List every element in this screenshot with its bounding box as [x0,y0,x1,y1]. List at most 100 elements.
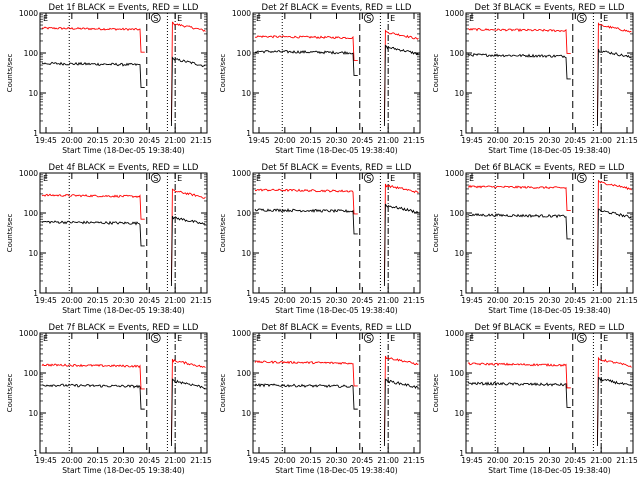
lld-series-line [170,188,206,281]
lld-series-line [41,363,145,390]
marker-label-E: E [603,334,608,343]
y-tick-label: 100 [450,209,465,218]
x-tick-label: 19:45 [248,296,270,305]
x-tick-label: 20:15 [300,456,322,465]
x-tick-label: 20:45 [565,456,587,465]
marker-label-E: E [469,174,474,183]
x-tick-label: 20:30 [326,296,348,305]
lld-series-line [467,184,571,212]
lld-series-line [254,35,358,61]
x-tick-label: 20:15 [87,296,109,305]
x-tick-label: 20:45 [139,136,161,145]
plot-frame [39,332,208,454]
chart-panel-1: Det 1f BLACK = Events, RED = LLD 1 10 100 10… [6,3,212,155]
y-tick-label: 1000 [19,329,38,338]
y-tick-label: 1 [246,289,251,298]
x-tick-label: 21:15 [190,296,212,305]
marker-label-E: E [469,14,474,23]
lld-series-line [41,193,145,220]
y-tick-label: 100 [24,209,39,218]
events-series-line [254,208,358,235]
x-tick-label: 20:45 [139,456,161,465]
panel-title: Det 6f BLACK = Events, RED = LLD [475,163,625,173]
x-tick-label: 19:45 [461,296,483,305]
x-tick-label: 21:00 [377,136,399,145]
y-tick-label: 1000 [445,9,464,18]
marker-label-E: E [603,14,608,23]
x-tick-label: 19:45 [35,296,57,305]
x-tick-label: 20:00 [61,456,83,465]
x-tick-label: 21:00 [590,296,612,305]
y-tick-label: 100 [450,369,465,378]
marker-circle [150,173,161,183]
y-tick-label: 10 [241,89,251,98]
marker-label-S: S [366,174,371,183]
y-tick-label: 100 [24,369,39,378]
lld-series-line [254,360,358,387]
events-series-line [254,49,358,76]
events-series-line [254,382,358,410]
x-tick-label: 19:45 [461,456,483,465]
x-tick-label: 20:45 [565,296,587,305]
y-axis-label: Counts/sec [432,54,440,93]
lld-series-line [41,26,145,53]
x-tick-label: 20:30 [326,456,348,465]
x-tick-label: 20:00 [274,456,296,465]
x-axis-label: Start Time (18-Dec-05 19:38:40) [275,306,397,315]
x-tick-label: 20:45 [352,296,374,305]
x-tick-label: 20:00 [274,136,296,145]
lld-series-line [467,27,571,54]
x-tick-label: 20:15 [513,456,535,465]
lld-series-line [254,188,358,215]
marker-circle [576,333,587,343]
events-series-line [467,381,571,408]
x-tick-label: 20:15 [87,456,109,465]
marker-label-E: E [603,174,608,183]
marker-circle [150,333,161,343]
events-series-line [170,215,206,286]
x-axis-label: Start Time (18-Dec-05 19:38:40) [275,146,397,155]
events-series-line [383,203,419,286]
plot-frame [39,172,208,294]
events-series-line [170,56,206,126]
x-tick-label: 21:00 [377,296,399,305]
x-tick-label: 20:45 [139,296,161,305]
events-series-line [41,61,145,88]
x-axis-label: Start Time (18-Dec-05 19:38:40) [488,306,610,315]
x-axis-label: Start Time (18-Dec-05 19:38:40) [488,466,610,475]
events-series-line [383,378,419,446]
events-series-line [41,383,145,410]
panel-title: Det 3f BLACK = Events, RED = LLD [475,3,625,13]
chart-panel-5: Det 5f BLACK = Events, RED = LLD 1 10 100 10… [219,163,425,315]
y-tick-label: 1 [246,129,251,138]
x-tick-label: 21:15 [403,456,425,465]
x-tick-label: 20:30 [326,136,348,145]
marker-label-S: S [579,14,584,23]
panel-title: Det 5f BLACK = Events, RED = LLD [262,163,412,173]
events-series-line [383,44,419,126]
x-tick-label: 19:45 [461,136,483,145]
y-tick-label: 1000 [19,169,38,178]
x-axis-label: Start Time (18-Dec-05 19:38:40) [275,466,397,475]
x-tick-label: 20:00 [487,456,509,465]
x-tick-label: 21:15 [190,456,212,465]
x-axis-label: Start Time (18-Dec-05 19:38:40) [488,146,610,155]
marker-label-E: E [177,14,182,23]
marker-circle [576,13,587,23]
y-tick-label: 100 [237,369,252,378]
x-tick-label: 21:00 [377,456,399,465]
marker-label-E: E [43,174,48,183]
x-tick-label: 20:30 [539,296,561,305]
x-tick-label: 20:15 [300,296,322,305]
y-tick-label: 1000 [232,169,251,178]
y-tick-label: 1000 [232,9,251,18]
events-series-line [467,53,571,80]
x-tick-label: 21:15 [403,296,425,305]
marker-label-S: S [153,334,158,343]
marker-label-E: E [390,334,395,343]
x-axis-label: Start Time (18-Dec-05 19:38:40) [62,466,184,475]
x-tick-label: 21:15 [403,136,425,145]
plot-frame [39,12,208,134]
x-axis-label: Start Time (18-Dec-05 19:38:40) [62,306,184,315]
